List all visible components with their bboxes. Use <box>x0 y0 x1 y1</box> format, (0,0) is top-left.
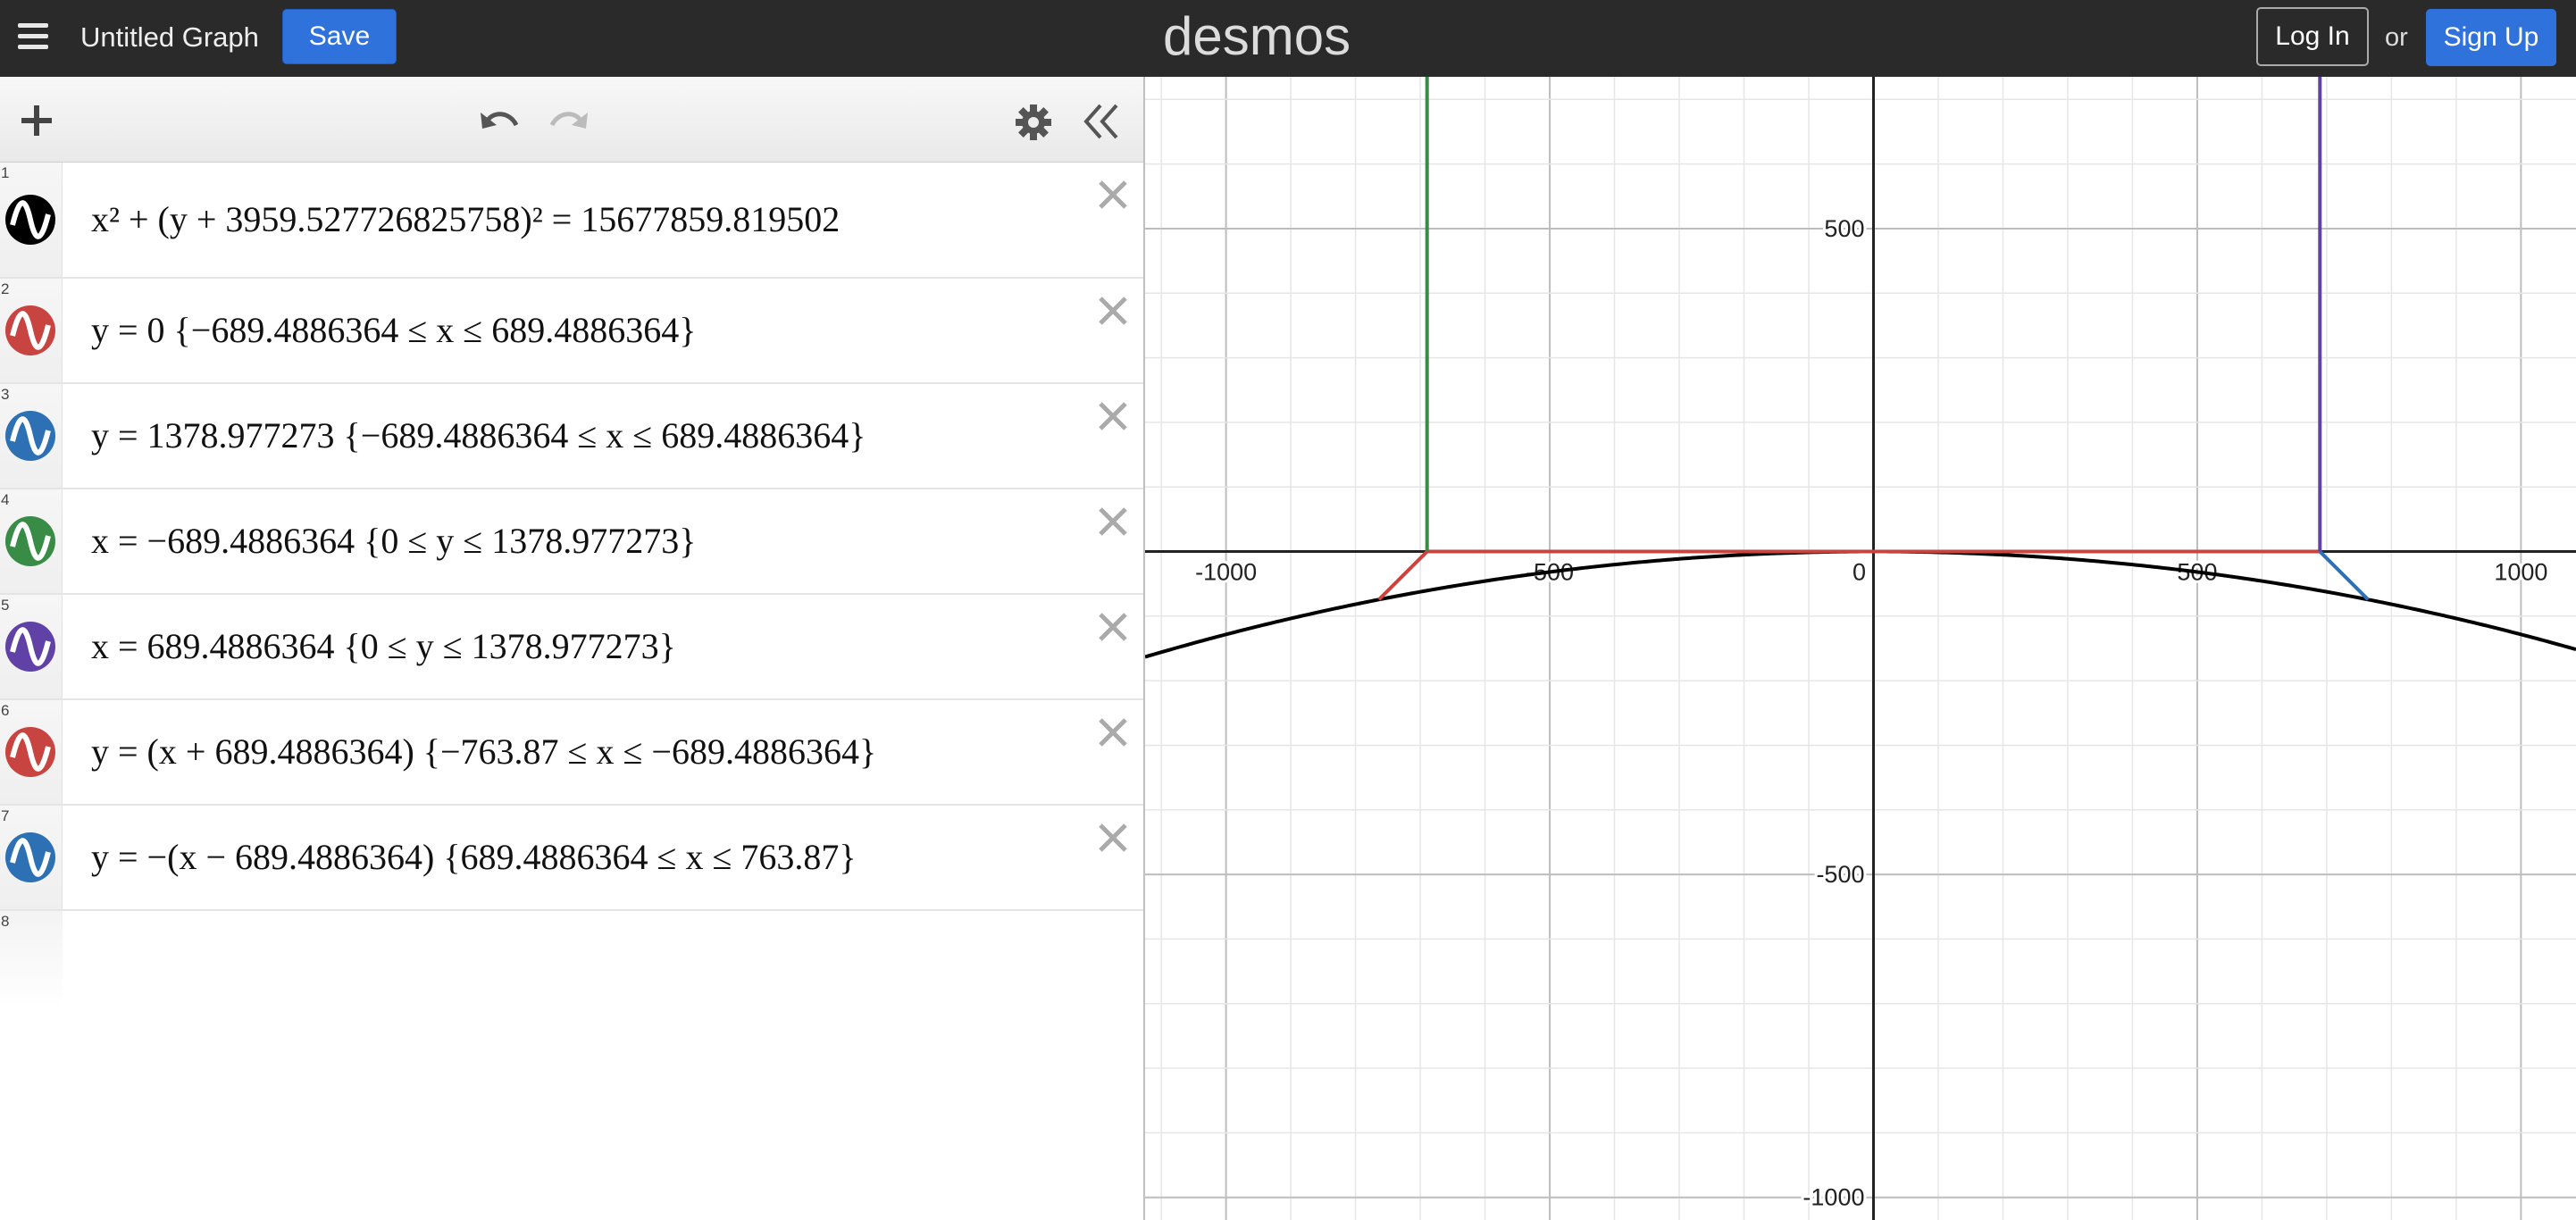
row-number: 5 <box>1 597 10 614</box>
row-gutter: 5 <box>0 595 63 698</box>
desmos-logo: desmos <box>1163 6 1351 66</box>
expression-row-3[interactable]: 3 y = 1378.977273 {−689.4886364 ≤ x ≤ 68… <box>0 384 1143 489</box>
expression-list: 1 x² + (y + 3959.527726825758)² = 156778… <box>0 163 1143 1009</box>
hamburger-menu-icon[interactable] <box>16 21 50 52</box>
row-gutter: 6 <box>0 700 63 804</box>
row-gutter: 8 <box>0 911 63 1009</box>
save-button[interactable]: Save <box>282 9 397 64</box>
expression-formula[interactable]: x = 689.4886364 {0 ≤ y ≤ 1378.977273} <box>91 626 676 666</box>
redo-icon[interactable] <box>548 104 590 139</box>
segment-diag-right <box>2318 550 2370 601</box>
expression-formula[interactable]: x = −689.4886364 {0 ≤ y ≤ 1378.977273} <box>91 521 697 561</box>
y-tick-label: -500 <box>1816 861 1864 888</box>
row-gutter: 4 <box>0 489 63 593</box>
wave-color-icon[interactable] <box>4 193 57 247</box>
row-number: 1 <box>1 164 10 181</box>
delete-expression-icon[interactable] <box>1095 293 1131 329</box>
log-in-button[interactable]: Log In <box>2256 7 2369 66</box>
expression-row-6[interactable]: 6 y = (x + 689.4886364) {−763.87 ≤ x ≤ −… <box>0 700 1143 806</box>
wave-color-icon[interactable] <box>4 620 57 673</box>
delete-expression-icon[interactable] <box>1095 504 1131 539</box>
graph-title[interactable]: Untitled Graph <box>80 21 259 53</box>
row-number: 8 <box>1 913 10 930</box>
collapse-panel-icon[interactable] <box>1081 102 1122 141</box>
expression-panel: 1 x² + (y + 3959.527726825758)² = 156778… <box>0 77 1145 1220</box>
row-number: 6 <box>1 702 10 719</box>
top-bar: Untitled Graph Save desmos Log In or Sig… <box>0 0 2576 77</box>
x-tick-label: 0 <box>1853 559 1866 586</box>
row-gutter: 3 <box>0 384 63 488</box>
row-gutter: 1 <box>0 163 63 277</box>
row-number: 3 <box>1 386 10 403</box>
x-tick-label: -1000 <box>1195 559 1257 586</box>
expression-toolbar <box>0 77 1143 163</box>
expression-row-1[interactable]: 1 x² + (y + 3959.527726825758)² = 156778… <box>0 163 1143 279</box>
expression-formula[interactable]: x² + (y + 3959.527726825758)² = 15677859… <box>91 199 841 239</box>
graph-canvas[interactable]: -1000 -500 0 500 1000 500 -500 -1000 <box>1145 77 2576 1220</box>
expression-row-7[interactable]: 7 y = −(x − 689.4886364) {689.4886364 ≤ … <box>0 806 1143 911</box>
row-number: 2 <box>1 280 10 297</box>
wave-color-icon[interactable] <box>4 514 57 568</box>
row-gutter: 2 <box>0 279 63 382</box>
expression-formula[interactable]: y = 1378.977273 {−689.4886364 ≤ x ≤ 689.… <box>91 415 866 455</box>
delete-expression-icon[interactable] <box>1095 714 1131 750</box>
delete-expression-icon[interactable] <box>1095 177 1131 213</box>
expression-row-4[interactable]: 4 x = −689.4886364 {0 ≤ y ≤ 1378.977273} <box>0 489 1143 595</box>
delete-expression-icon[interactable] <box>1095 609 1131 645</box>
settings-gear-icon[interactable] <box>1015 104 1052 141</box>
y-tick-label: 500 <box>1824 215 1864 242</box>
add-expression-icon[interactable] <box>18 102 55 139</box>
sign-up-button[interactable]: Sign Up <box>2426 9 2556 66</box>
expression-formula[interactable]: y = 0 {−689.4886364 ≤ x ≤ 689.4886364} <box>91 310 697 350</box>
row-gutter: 7 <box>0 806 63 909</box>
wave-color-icon[interactable] <box>4 304 57 357</box>
delete-expression-icon[interactable] <box>1095 398 1131 434</box>
delete-expression-icon[interactable] <box>1095 820 1131 856</box>
segment-diag-left <box>1377 550 1429 601</box>
undo-icon[interactable] <box>479 104 520 139</box>
expression-row-2[interactable]: 2 y = 0 {−689.4886364 ≤ x ≤ 689.4886364} <box>0 279 1143 384</box>
expression-row-5[interactable]: 5 x = 689.4886364 {0 ≤ y ≤ 1378.977273} <box>0 595 1143 700</box>
expression-formula[interactable]: y = (x + 689.4886364) {−763.87 ≤ x ≤ −68… <box>91 731 877 772</box>
row-number: 4 <box>1 491 10 508</box>
y-tick-label: -1000 <box>1802 1184 1864 1211</box>
wave-color-icon[interactable] <box>4 831 57 884</box>
or-text: or <box>2385 23 2408 52</box>
new-expression-row[interactable]: 8 <box>0 911 1143 1009</box>
wave-color-icon[interactable] <box>4 409 57 463</box>
x-tick-label: 1000 <box>2494 559 2547 586</box>
expression-formula[interactable]: y = −(x − 689.4886364) {689.4886364 ≤ x … <box>91 837 857 877</box>
row-number: 7 <box>1 807 10 824</box>
wave-color-icon[interactable] <box>4 725 57 779</box>
